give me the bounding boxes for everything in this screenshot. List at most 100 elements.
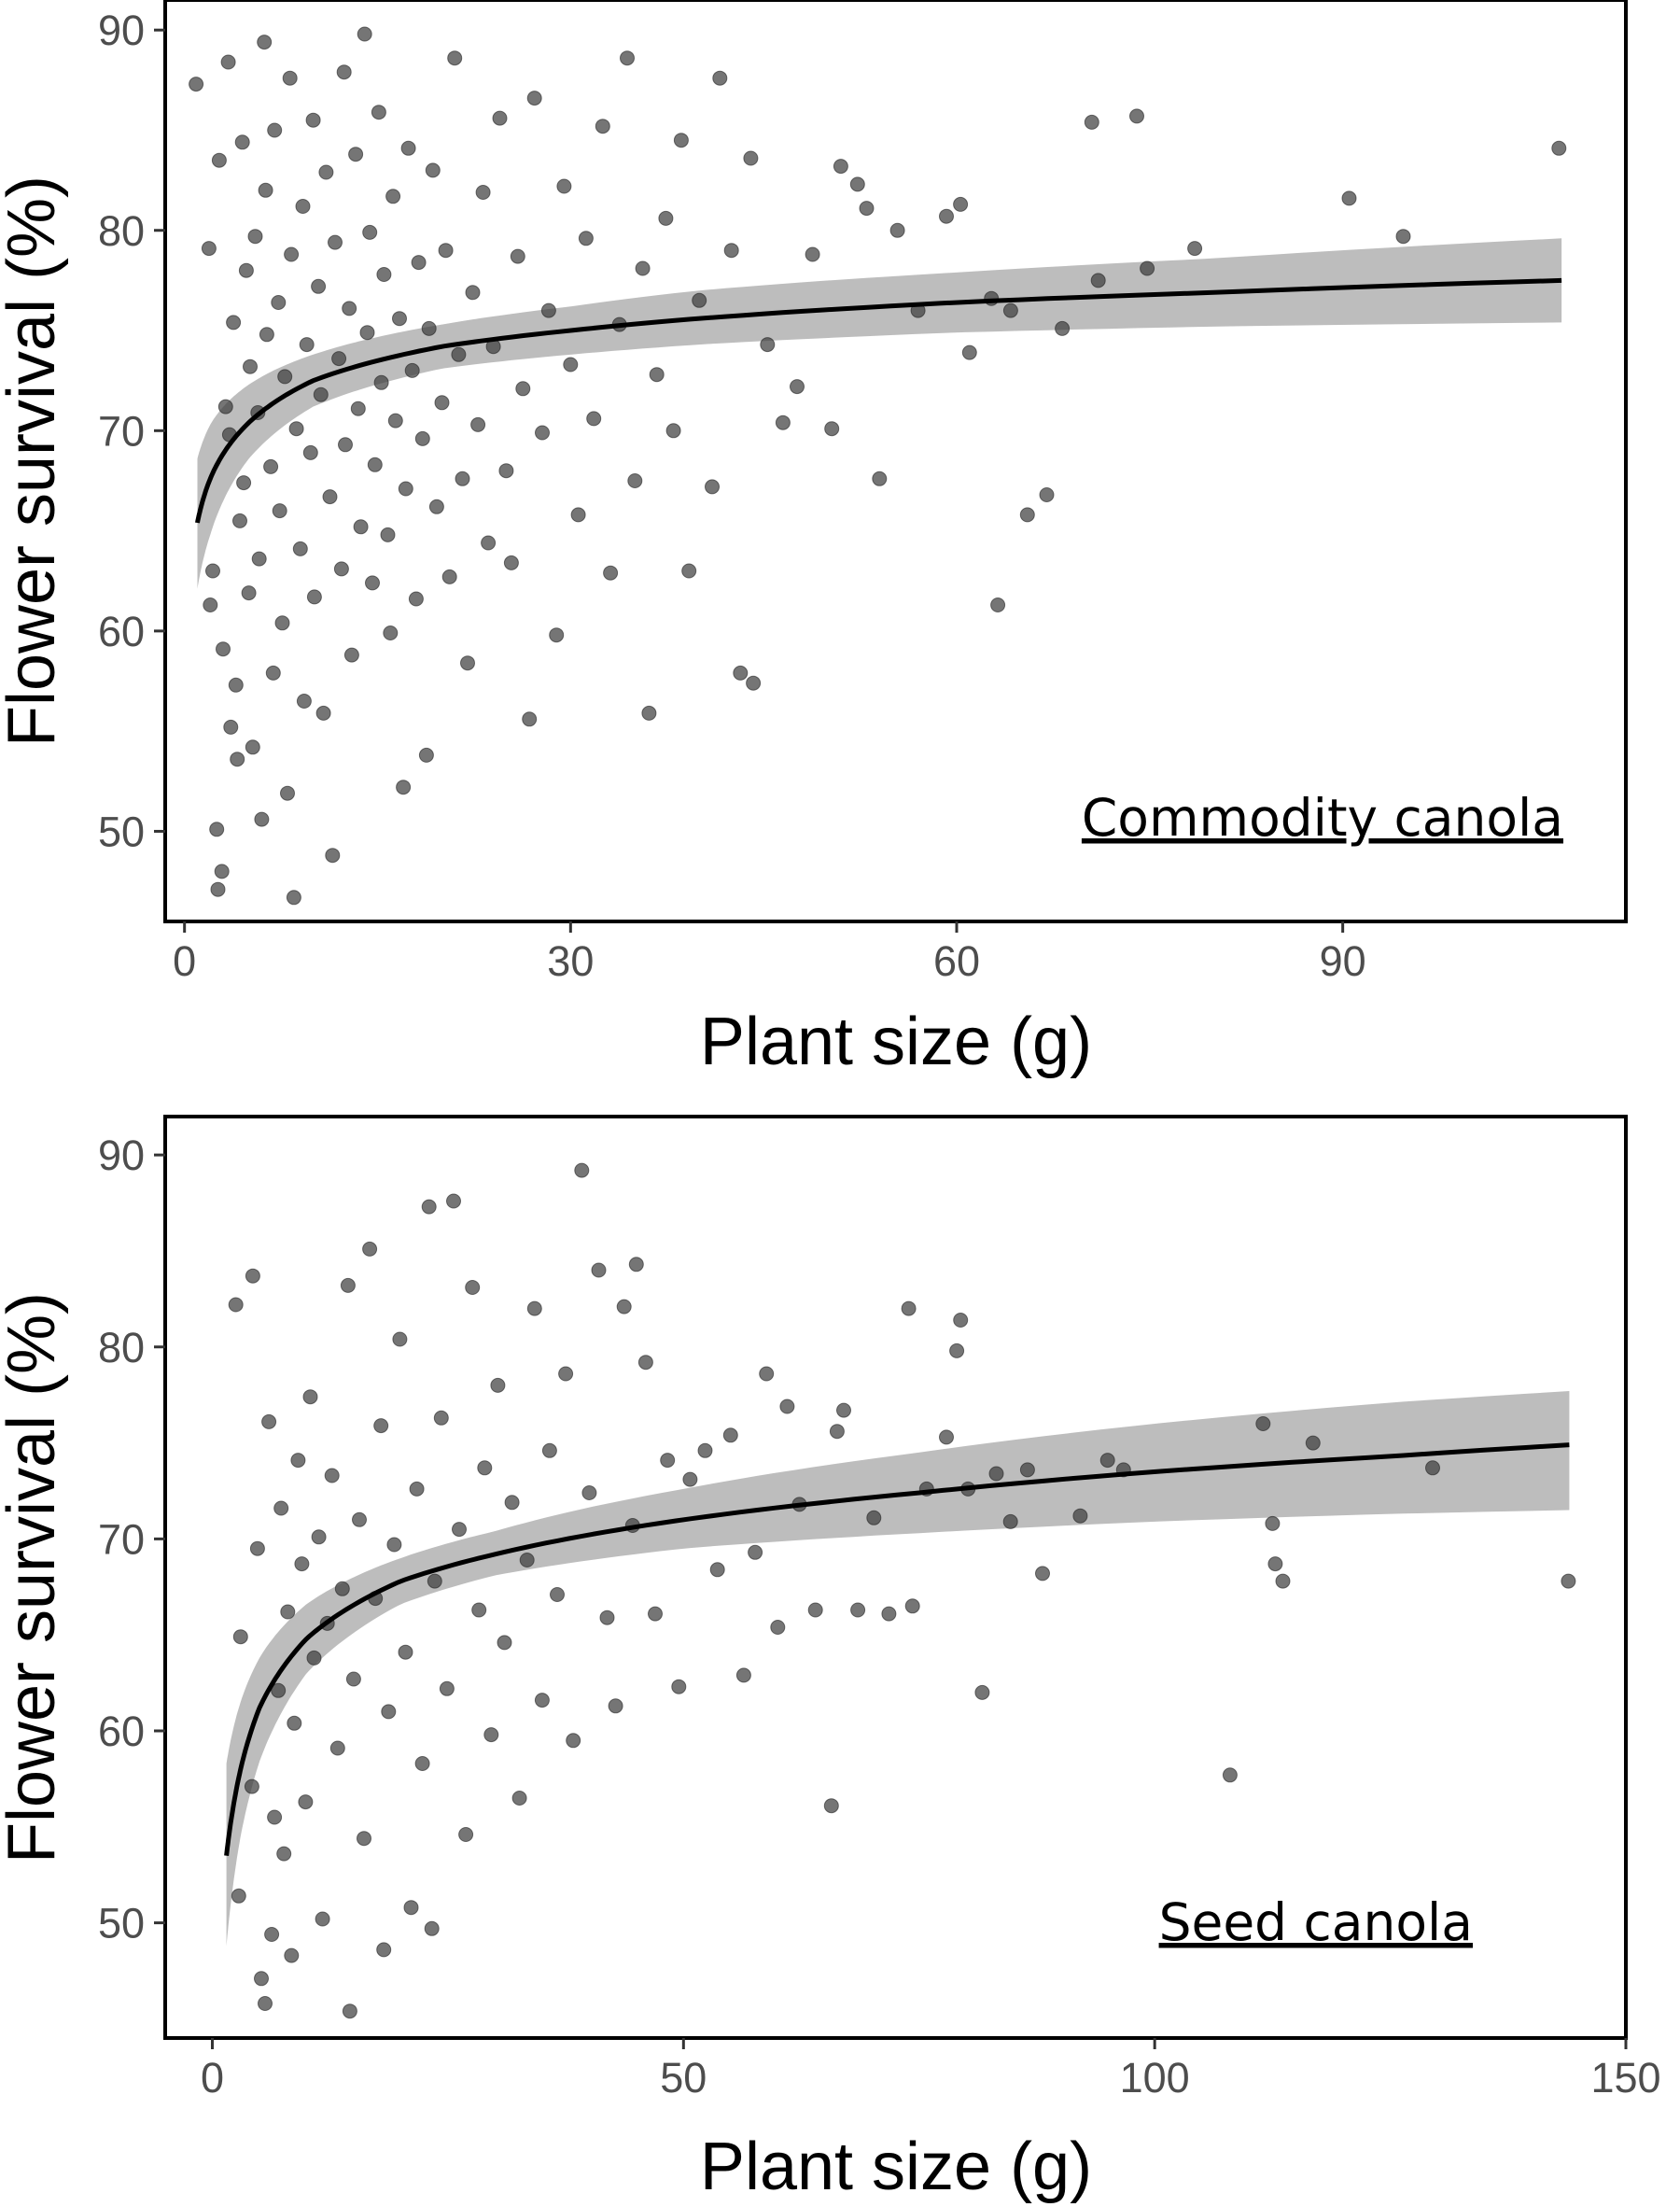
scatter-point: [343, 647, 359, 663]
x-axis-title: Plant size (g): [700, 1005, 1092, 1079]
scatter-point: [282, 70, 298, 86]
scatter-point: [306, 1650, 322, 1666]
scatter-point: [682, 1471, 698, 1487]
panel-label: Seed canola: [1159, 1892, 1473, 1952]
scatter-point: [743, 150, 759, 166]
scatter-point: [620, 50, 635, 66]
scatter-point: [371, 105, 386, 120]
scatter-point: [441, 569, 457, 584]
scatter-point: [315, 705, 331, 721]
scatter-point: [328, 234, 343, 250]
scatter-point: [660, 1453, 676, 1469]
scatter-point: [313, 387, 329, 402]
scatter-point: [318, 164, 334, 180]
scatter-point: [1090, 273, 1106, 288]
scatter-point: [434, 395, 450, 411]
scatter-point: [276, 1846, 292, 1862]
scatter-point: [284, 246, 300, 262]
plot-frame: [163, 1115, 1628, 2040]
scatter-point: [1019, 1462, 1035, 1478]
scatter-point: [1255, 1416, 1271, 1431]
scatter-point: [733, 665, 749, 681]
scatter-point: [257, 35, 273, 50]
scatter-point: [790, 379, 805, 395]
scatter-point: [211, 152, 227, 168]
scatter-point: [251, 551, 267, 567]
scatter-point: [365, 575, 380, 591]
scatter-point: [286, 890, 301, 906]
scatter-point: [558, 1366, 574, 1382]
scatter-point: [477, 1460, 493, 1476]
scatter-point: [345, 1671, 361, 1687]
scatter-point: [383, 626, 399, 640]
scatter-point: [452, 1522, 467, 1538]
chart-panel-commodity: 50 60 70 80 90 0 30 60 90 Commodity canola Plan…: [0, 0, 1628, 1079]
scatter-point: [671, 1679, 687, 1694]
scatter-point: [746, 675, 762, 691]
scatter-point: [232, 1629, 248, 1645]
scatter-point: [483, 1727, 499, 1743]
scatter-point: [210, 881, 226, 897]
scatter-point: [236, 475, 252, 491]
scatter-point: [284, 1947, 300, 1963]
scatter-point: [376, 267, 392, 282]
scatter-point: [348, 147, 364, 162]
scatter-point: [460, 655, 475, 671]
scatter-point: [535, 425, 550, 441]
scatter-point: [540, 302, 556, 318]
scatter-point: [939, 1429, 954, 1445]
scatter-point: [350, 401, 366, 416]
scatter-point: [238, 262, 254, 278]
scatter-point: [265, 665, 281, 681]
scatter-point: [1039, 487, 1055, 502]
confidence-ribbon: [197, 238, 1562, 589]
scatter-point: [455, 471, 470, 486]
scatter-point: [510, 248, 525, 264]
scatter-point: [298, 1794, 314, 1810]
y-tick-label: 50: [98, 808, 145, 855]
scatter-point: [299, 337, 315, 353]
scatter-point: [424, 1920, 440, 1936]
scatter-point: [189, 77, 204, 92]
scatter-point: [274, 615, 290, 631]
scatter-point: [492, 110, 508, 126]
scatter-point: [1002, 1513, 1018, 1529]
y-tick-label: 60: [98, 1708, 145, 1755]
scatter-point: [829, 1424, 845, 1440]
scatter-point: [446, 1193, 461, 1209]
scatter-point: [490, 1377, 506, 1393]
scatter-point: [665, 423, 681, 439]
scatter-point: [1187, 241, 1203, 257]
scatter-point: [574, 1162, 590, 1178]
y-axis-ticks: 50 60 70 80 90: [98, 7, 165, 855]
scatter-point: [498, 463, 514, 479]
scatter-point: [243, 358, 258, 374]
scatter-point: [770, 1620, 786, 1635]
scatter-point: [381, 1704, 397, 1720]
scatter-point: [331, 351, 347, 367]
scatter-point: [481, 535, 497, 551]
scatter-point: [329, 1740, 345, 1756]
scatter-point: [267, 122, 283, 138]
scatter-point: [722, 1427, 738, 1443]
scatter-point: [526, 1300, 542, 1316]
scatter-point: [515, 381, 531, 397]
x-tick-label: 60: [933, 937, 980, 985]
y-axis-title: Flower survival (%): [0, 1292, 69, 1863]
scatter-point: [901, 1300, 917, 1316]
scatter-point: [287, 1715, 302, 1731]
scatter-point: [1305, 1435, 1321, 1451]
scatter-point: [404, 362, 420, 378]
scatter-point: [458, 1827, 474, 1842]
scatter-point: [735, 1667, 751, 1683]
scatter-point: [1267, 1556, 1283, 1572]
scatter-point: [288, 421, 304, 437]
scatter-point: [294, 1556, 310, 1572]
scatter-point: [541, 1442, 557, 1458]
scatter-point: [723, 243, 739, 259]
scatter-point: [228, 677, 244, 693]
scatter-point: [359, 325, 375, 341]
scatter-point: [340, 1277, 356, 1293]
scatter-point: [277, 369, 293, 385]
scatter-point: [603, 565, 619, 581]
